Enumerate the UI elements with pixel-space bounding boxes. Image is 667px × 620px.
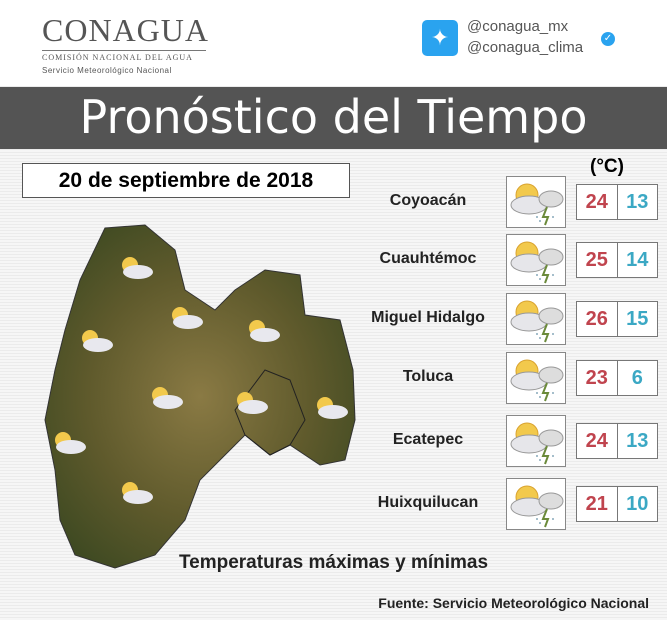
city-name: Coyoacán (389, 192, 467, 209)
partly-cloudy-storm-icon (82, 330, 113, 352)
twitter-handles: @conagua_mx @conagua_clima (467, 16, 583, 58)
logo-name: CONAGUA (42, 12, 209, 48)
temperature-box: 24 13 (576, 423, 658, 459)
logo-service: Servicio Meteorológico Nacional (42, 66, 172, 75)
state-map (44, 224, 356, 569)
partly-cloudy-storm-icon (506, 176, 566, 228)
partly-cloudy-storm-icon (249, 320, 280, 342)
map-outline (44, 224, 356, 569)
max-temp: 24 (577, 185, 618, 219)
min-temp: 6 (631, 367, 643, 389)
partly-cloudy-storm-icon (122, 257, 153, 279)
partly-cloudy-storm-icon (506, 234, 566, 286)
min-temp: 13 (626, 430, 649, 452)
cloudy-storm-icon (506, 478, 566, 530)
partly-cloudy-storm-icon (122, 482, 153, 504)
twitter-handle[interactable]: @conagua_clima (467, 39, 584, 56)
temperature-box: 21 10 (576, 486, 658, 522)
max-temp: 21 (577, 487, 618, 521)
city-name: Ecatepec (392, 431, 464, 448)
min-temp: 15 (626, 308, 649, 330)
max-temp: 26 (577, 302, 618, 336)
min-temp: 13 (626, 191, 649, 213)
temperature-box: 25 14 (576, 242, 658, 278)
source-credit: Fuente: Servicio Meteorológico Nacional (378, 595, 649, 611)
map-weather-icons (55, 257, 348, 504)
temperature-box: 24 13 (576, 184, 658, 220)
partly-cloudy-storm-icon (237, 392, 268, 414)
partly-cloudy-storm-icon (172, 307, 203, 329)
conagua-logo: CONAGUA COMISIÓN NACIONAL DEL AGUA Servi… (42, 12, 209, 75)
min-temp: 10 (626, 493, 649, 515)
twitter-bird-icon: ✦ (422, 20, 458, 56)
cdmx-outline (234, 369, 306, 456)
temperature-box: 26 15 (576, 301, 658, 337)
partly-cloudy-storm-icon (317, 397, 348, 419)
temperature-box: 23 6 (576, 360, 658, 396)
max-temp: 24 (577, 424, 618, 458)
partly-cloudy-storm-icon (506, 415, 566, 467)
logo-subtitle: COMISIÓN NACIONAL DEL AGUA (42, 53, 193, 62)
city-name: Miguel Hidalgo (371, 309, 485, 326)
unit-label: (°C) (590, 156, 624, 177)
page-title: Pronóstico del Tiempo (0, 87, 667, 149)
twitter-handle[interactable]: @conagua_mx (467, 18, 569, 35)
city-name: Huixquilucan (377, 494, 479, 511)
footer-caption: Temperaturas máximas y mínimas (178, 552, 489, 573)
city-name: Toluca (402, 368, 454, 385)
header: CONAGUA COMISIÓN NACIONAL DEL AGUA Servi… (0, 0, 667, 86)
min-temp: 14 (626, 249, 649, 271)
verified-badge-icon: ✓ (601, 32, 615, 46)
partly-cloudy-storm-icon (55, 432, 86, 454)
partly-cloudy-storm-icon (506, 293, 566, 345)
forecast-date: 20 de septiembre de 2018 (22, 163, 350, 198)
max-temp: 25 (577, 243, 618, 277)
city-name: Cuauhtémoc (379, 250, 477, 267)
cloudy-storm-icon (506, 352, 566, 404)
max-temp: 23 (577, 361, 618, 395)
partly-cloudy-storm-icon (152, 387, 183, 409)
